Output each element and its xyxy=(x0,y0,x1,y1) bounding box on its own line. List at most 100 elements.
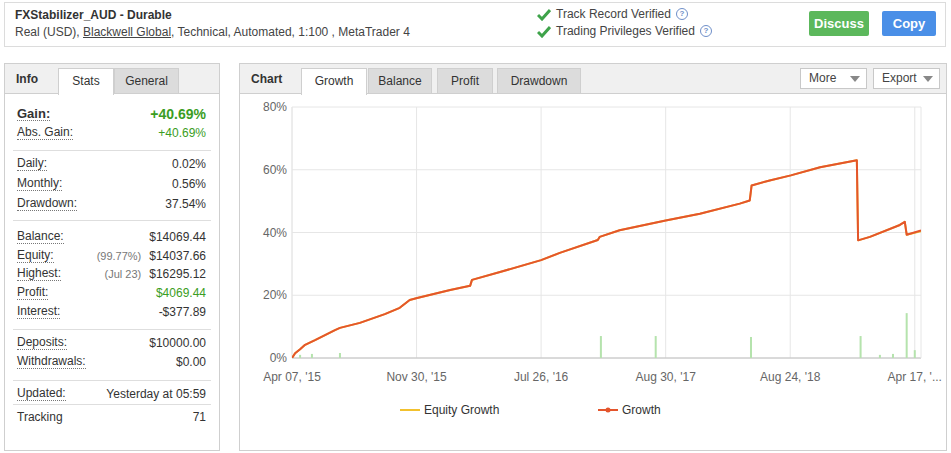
stat-value: $0.00 xyxy=(176,355,206,369)
menu-button[interactable]: More xyxy=(800,68,867,89)
chart-tab[interactable]: Profit xyxy=(437,68,493,94)
dropdown-arrow xyxy=(923,76,933,82)
stat-value-box: Yesterday at 05:59 xyxy=(106,387,206,401)
y-grid-line xyxy=(292,295,921,296)
page-title: FXStabilizer_AUD - Durable xyxy=(15,8,172,22)
separator xyxy=(13,329,211,330)
stat-label: Highest: xyxy=(17,267,61,281)
stat-value: $14069.44 xyxy=(149,230,206,244)
bar xyxy=(914,350,916,358)
x-tick-label: Jul 26, '16 xyxy=(514,370,569,384)
x-grid-line xyxy=(790,107,791,358)
stat-value: Yesterday at 05:59 xyxy=(106,387,206,401)
stat-value-box: $10000.00 xyxy=(149,336,206,350)
menu-button[interactable]: Export xyxy=(873,68,940,89)
check-icon xyxy=(537,8,551,21)
info-panel: Info StatsGeneral Gain: +40.69% Abs. Gain: +4… xyxy=(4,63,220,451)
header-box: FXStabilizer_AUD - Durable Real (USD), Bl… xyxy=(4,2,946,47)
subtitle-part: Real (USD), xyxy=(15,25,83,39)
stat-value: 71 xyxy=(193,410,206,424)
help-icon[interactable]: ? xyxy=(676,8,688,20)
y-grid-line xyxy=(292,107,921,108)
y-axis-line xyxy=(292,107,293,358)
legend-marker xyxy=(606,408,611,413)
stat-label: Tracking xyxy=(17,410,63,424)
legend-label: Growth xyxy=(622,403,661,417)
bar xyxy=(879,355,881,358)
x-tick-label: Apr 07, '15 xyxy=(263,370,321,384)
stat-value: $4069.44 xyxy=(156,286,206,300)
panel-tab[interactable]: Stats xyxy=(58,68,114,95)
legend-label: Equity Growth xyxy=(424,403,499,417)
stat-value-box: (99.77%)$14037.66 xyxy=(97,249,206,263)
y-tick-label: 0% xyxy=(270,351,288,365)
separator xyxy=(13,404,211,405)
bar xyxy=(600,336,602,358)
verified-row: Track Record Verified? xyxy=(537,7,688,21)
check-mark xyxy=(538,10,550,19)
stat-value-box: $14069.44 xyxy=(149,230,206,244)
x-grid-line xyxy=(914,107,915,358)
action-button[interactable]: Discuss xyxy=(809,11,869,36)
stat-label: Balance: xyxy=(17,230,64,244)
stat-value-box: +40.69% xyxy=(158,126,206,140)
stat-label: Withdrawals: xyxy=(17,355,86,369)
stat-value: 0.02% xyxy=(172,157,206,171)
y-tick-label: 60% xyxy=(263,163,287,177)
stat-value: $16295.12 xyxy=(149,267,206,281)
chart-tab[interactable]: Growth xyxy=(301,68,367,95)
legend-swatch xyxy=(400,409,420,411)
stat-label: Abs. Gain: xyxy=(17,126,73,140)
x-grid-line xyxy=(416,107,417,358)
y-tick-label: 40% xyxy=(263,226,287,240)
y-grid-line xyxy=(292,232,921,233)
panel-title: Info xyxy=(16,72,38,86)
legend-item: Equity Growth xyxy=(400,403,499,417)
stat-value: 0.56% xyxy=(172,177,206,191)
bar xyxy=(906,313,908,358)
y-tick-label: 20% xyxy=(263,288,287,302)
stat-value: +40.69% xyxy=(150,106,206,122)
bar xyxy=(311,354,313,358)
stat-note: (Jul 23) xyxy=(105,268,142,280)
check-icon xyxy=(537,25,551,38)
separator xyxy=(13,380,211,381)
bar xyxy=(339,353,341,358)
stat-value: 37.54% xyxy=(165,197,206,211)
subtitle: Real (USD), Blackwell Global, Technical,… xyxy=(15,25,410,39)
x-grid-line xyxy=(665,107,666,358)
stat-label: Profit: xyxy=(17,286,48,300)
stat-value: -$377.89 xyxy=(159,305,206,319)
broker-link[interactable]: Blackwell Global xyxy=(83,25,171,39)
stat-value-box: $4069.44 xyxy=(156,286,206,300)
stat-label: Updated: xyxy=(17,387,66,401)
stat-value: $14037.66 xyxy=(149,249,206,263)
panel-tab[interactable]: General xyxy=(114,68,179,94)
legend-swatch xyxy=(598,409,618,411)
x-tick-label: Aug 24, '18 xyxy=(760,370,821,384)
bar xyxy=(860,336,862,358)
stat-value-box: 0.56% xyxy=(172,177,206,191)
separator xyxy=(13,150,211,151)
y-tick-label: 80% xyxy=(263,100,287,114)
chart-tab[interactable]: Balance xyxy=(368,68,432,94)
stat-label: Equity: xyxy=(17,249,54,263)
subtitle-part: , Technical, Automated, 1:100 , MetaTrad… xyxy=(171,25,410,39)
verified-text: Trading Privileges Verified xyxy=(556,24,695,38)
check-mark xyxy=(538,27,550,36)
series-line xyxy=(292,160,921,358)
bar xyxy=(750,337,752,358)
chart-tab[interactable]: Drawdown xyxy=(497,68,581,94)
x-tick-label: Nov 30, '15 xyxy=(386,370,447,384)
stat-value-box: -$377.89 xyxy=(159,305,206,319)
legend-item: Growth xyxy=(598,403,661,417)
help-icon[interactable]: ? xyxy=(700,25,712,37)
plot-edge xyxy=(921,107,922,358)
verified-text: Track Record Verified xyxy=(556,7,671,21)
action-button[interactable]: Copy xyxy=(882,11,936,36)
bar xyxy=(299,355,301,358)
x-axis-line xyxy=(292,358,921,359)
stat-label: Gain: xyxy=(17,107,50,121)
chart-panel: ChartGrowthBalanceProfitDrawdownMoreExpo… xyxy=(239,63,947,451)
stat-value: +40.69% xyxy=(158,126,206,140)
